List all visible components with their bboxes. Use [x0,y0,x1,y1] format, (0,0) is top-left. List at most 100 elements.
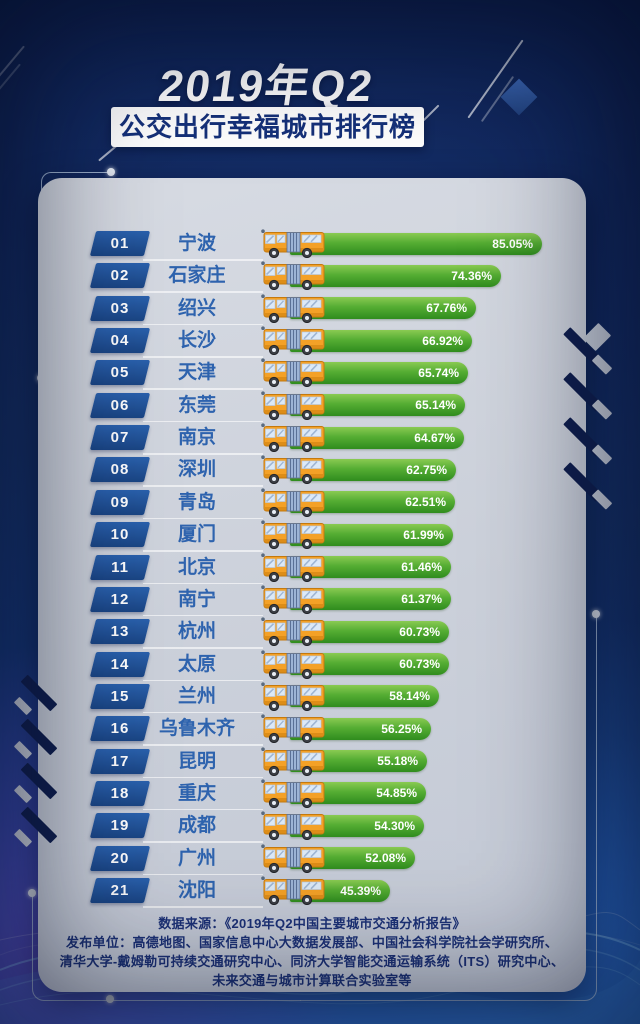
city-name: 绍兴 [177,297,216,319]
rank-number: 12 [110,590,130,608]
rank-number: 17 [110,752,130,770]
row-separator [143,517,263,520]
bus-icon [260,260,326,291]
panel-outline-bottomleft [32,893,301,1001]
rank-number: 06 [110,396,130,414]
node-dot [107,168,115,176]
row-separator [143,323,263,326]
rank-number: 01 [110,235,130,252]
city-name: 成都 [177,815,216,837]
city-name: 沈阳 [177,880,216,901]
row-separator [143,356,263,358]
score-value: 61.37% [401,592,442,607]
bus-icon [260,454,326,485]
ranking-row: 06 东莞 65.14% [38,391,586,424]
rank-number: 19 [110,817,130,835]
score-value: 67.76% [426,301,467,316]
rank-number: 11 [111,558,129,576]
score-bar: 61.37% [290,588,451,611]
edge-stripe [591,444,613,465]
ranking-row: 04 长沙 66.92% [38,326,586,359]
row-separator [143,711,263,714]
rank-number: 20 [110,849,130,867]
score-bar: 61.46% [290,556,451,578]
score-value: 74.36% [451,268,492,283]
score-value: 61.99% [403,527,444,542]
city-name: 广州 [177,847,216,869]
ranking-row: 16 乌鲁木齐 56.25% [38,714,586,747]
city-name: 太原 [177,653,216,675]
bus-icon [260,293,326,323]
report-subtitle-banner: 公交出行幸福城市排行榜 [111,107,424,147]
report-title: 2019年Q2 [155,62,378,111]
city-name: 天津 [177,362,216,384]
score-value: 60.73% [399,624,440,639]
bus-icon [260,487,326,517]
footer-source-block: 数据来源：《2019年Q2中国主要城市交通分析报告》 发布单位：高德地图、国家信… [38,914,586,990]
city-name: 南京 [177,427,216,449]
node-dot [592,610,600,618]
city-name: 深圳 [177,459,216,481]
score-value: 65.74% [418,365,459,380]
score-value: 55.18% [377,754,418,769]
ranking-row: 15 兰州 58.14% [38,682,586,715]
bus-icon [260,552,326,582]
ranking-panel: 01 宁波 85.05% [38,178,586,992]
ranking-row: 19 成都 54.30% [38,811,586,844]
bus-icon [260,649,326,679]
row-separator [143,453,263,455]
ranking-list: 01 宁波 85.05% [38,178,586,992]
bus-icon [260,357,326,388]
row-separator [143,485,263,487]
rank-number: 08 [110,461,130,479]
ranking-row: 11 北京 61.46% [38,552,586,586]
score-value: 45.39% [340,883,381,898]
row-separator [143,291,263,293]
bus-icon [260,875,326,906]
rank-number: 10 [110,526,130,544]
city-name: 北京 [177,556,216,578]
bus-icon [260,778,326,809]
score-value: 56.25% [381,721,422,736]
ranking-row: 02 石家庄 74.36% [38,261,586,294]
city-name: 宁波 [177,233,216,254]
ranking-row: 08 深圳 62.75% [38,455,586,488]
banner-corner-tick [98,144,118,162]
rank-number: 15 [110,687,130,705]
bus-icon [260,713,326,744]
score-value: 65.14% [415,398,456,413]
publisher-line: 未来交通与城市计算联合实验室等 [212,973,412,988]
score-value: 61.46% [401,560,442,574]
score-bar: 60.73% [290,620,449,643]
city-name: 昆明 [177,750,216,772]
score-value: 54.85% [376,786,417,801]
row-separator [143,647,263,649]
score-bar: 61.99% [290,523,453,546]
row-separator [143,873,263,876]
bus-icon [260,390,326,420]
score-value: 62.75% [406,462,447,477]
score-bar: 60.73% [290,653,449,676]
city-name: 南宁 [177,588,216,610]
city-name: 厦门 [177,524,216,546]
city-name: 重庆 [177,782,216,804]
bus-icon [260,843,326,873]
city-name: 杭州 [177,621,216,643]
ranking-row: 17 昆明 55.18% [38,746,586,780]
bus-icon [260,746,326,776]
row-separator [143,388,263,390]
ranking-row: 01 宁波 85.05% [38,229,586,262]
row-separator [143,550,263,552]
publisher-line: 发布单位：高德地图、国家信息中心大数据发展部、中国社会科学院社会学研究所、 [65,935,559,950]
rank-number: 21 [110,882,130,899]
ranking-row: 13 杭州 60.73% [38,617,586,650]
report-subtitle: 公交出行幸福城市排行榜 [118,112,416,142]
publisher-line: 清华大学-戴姆勒可持续交通研究中心、同济大学智能交通运输系统（ITS）研究中心、 [59,954,565,969]
bus-icon [260,584,326,614]
score-bar: 65.74% [290,361,468,384]
bus-icon [260,422,326,453]
score-bar: 56.25% [290,717,431,740]
score-value: 54.30% [374,818,415,833]
ranking-row: 14 太原 60.73% [38,649,586,683]
